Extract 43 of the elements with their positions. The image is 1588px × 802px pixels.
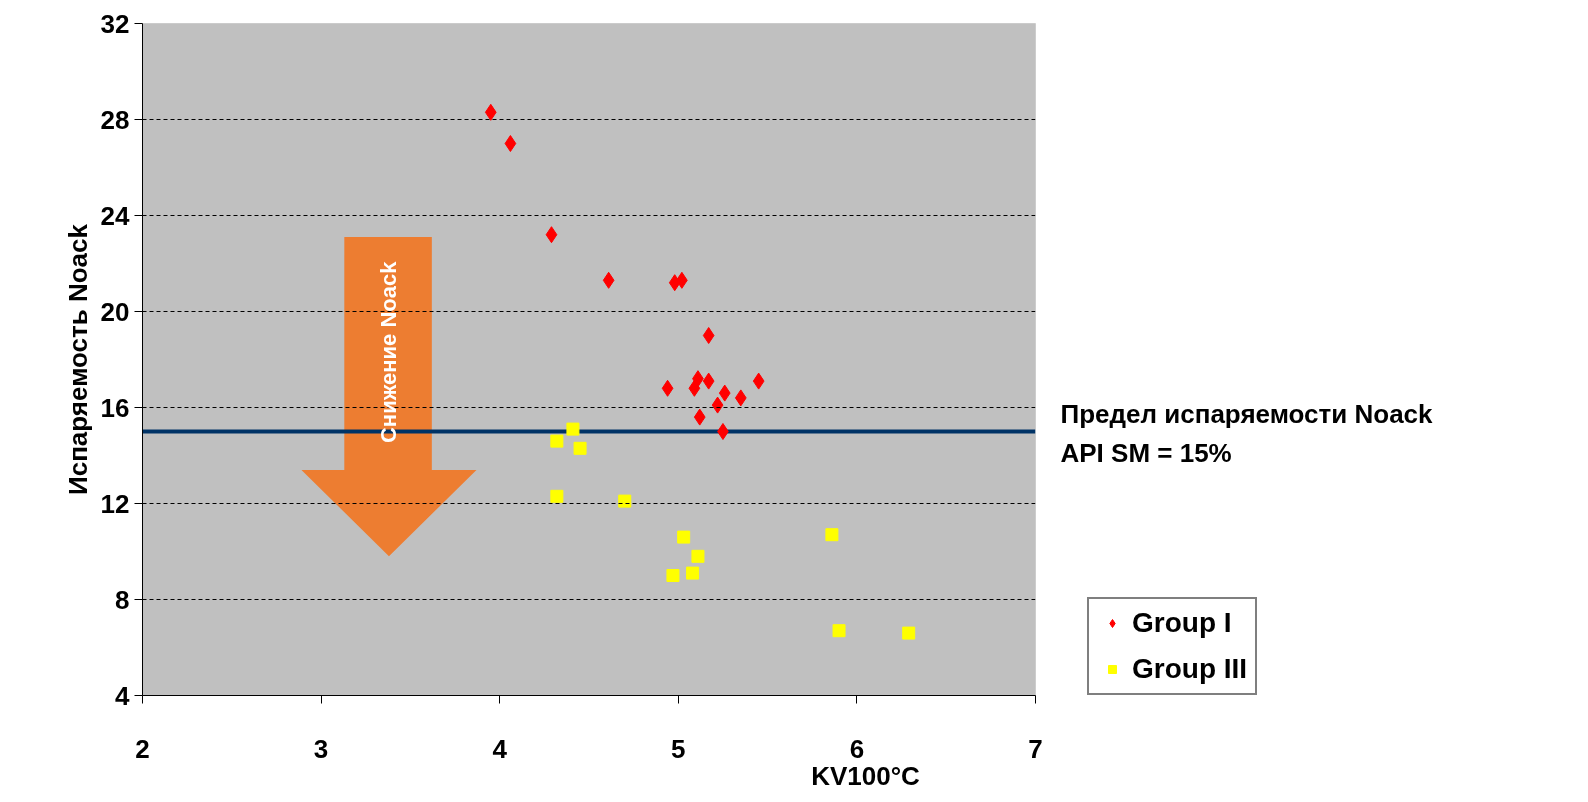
y-tick-label: 32 bbox=[100, 8, 130, 39]
point bbox=[661, 379, 674, 397]
point bbox=[711, 396, 724, 414]
x-tick-label: 7 bbox=[1028, 733, 1043, 764]
y-tick-label: 16 bbox=[100, 392, 130, 423]
point bbox=[666, 569, 680, 582]
point bbox=[550, 434, 564, 448]
point bbox=[734, 389, 747, 407]
x-tick-label: 4 bbox=[492, 733, 508, 764]
point bbox=[902, 626, 916, 640]
y-tick-label: 12 bbox=[100, 488, 130, 519]
point bbox=[573, 441, 587, 455]
point bbox=[550, 489, 564, 503]
point bbox=[545, 226, 558, 244]
point bbox=[602, 271, 615, 289]
point bbox=[752, 372, 765, 390]
point bbox=[691, 549, 705, 563]
point bbox=[718, 384, 731, 402]
point bbox=[717, 423, 729, 440]
point bbox=[484, 103, 497, 121]
legend-label: Group III bbox=[1132, 653, 1248, 685]
point bbox=[825, 528, 839, 542]
legend-label: Group I bbox=[1132, 607, 1232, 639]
y-tick-label: 4 bbox=[115, 680, 131, 711]
annotation: Снижение Noack bbox=[376, 260, 402, 444]
y-tick-label: 20 bbox=[100, 296, 130, 327]
x-tick-label: 3 bbox=[313, 733, 329, 764]
y-axis-title: Испаряемость Noack bbox=[62, 223, 93, 495]
point bbox=[618, 494, 632, 508]
x-tick-label: 2 bbox=[135, 733, 150, 764]
point bbox=[566, 422, 580, 436]
point bbox=[504, 135, 517, 152]
x-tick-label: 5 bbox=[671, 733, 686, 764]
point bbox=[702, 327, 715, 344]
point bbox=[686, 566, 700, 580]
ref-line-label: Предел испаряемости Noack API SM = 15% bbox=[1060, 399, 1434, 468]
point bbox=[677, 530, 691, 544]
y-tick-label: 28 bbox=[100, 104, 130, 135]
point bbox=[832, 624, 846, 638]
y-tick-label: 24 bbox=[100, 200, 131, 231]
point bbox=[693, 408, 706, 426]
point bbox=[702, 372, 715, 390]
y-tick-label: 8 bbox=[115, 584, 130, 615]
